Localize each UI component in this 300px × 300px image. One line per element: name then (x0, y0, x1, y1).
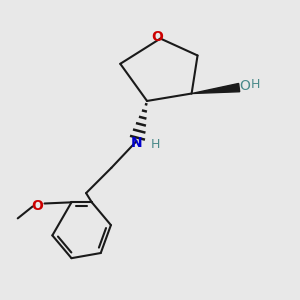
Polygon shape (192, 83, 240, 94)
Text: H: H (150, 138, 160, 151)
Text: H: H (251, 78, 260, 91)
Text: O: O (31, 200, 43, 214)
Text: O: O (152, 30, 164, 44)
Text: N: N (131, 136, 142, 150)
Text: O: O (240, 79, 250, 93)
